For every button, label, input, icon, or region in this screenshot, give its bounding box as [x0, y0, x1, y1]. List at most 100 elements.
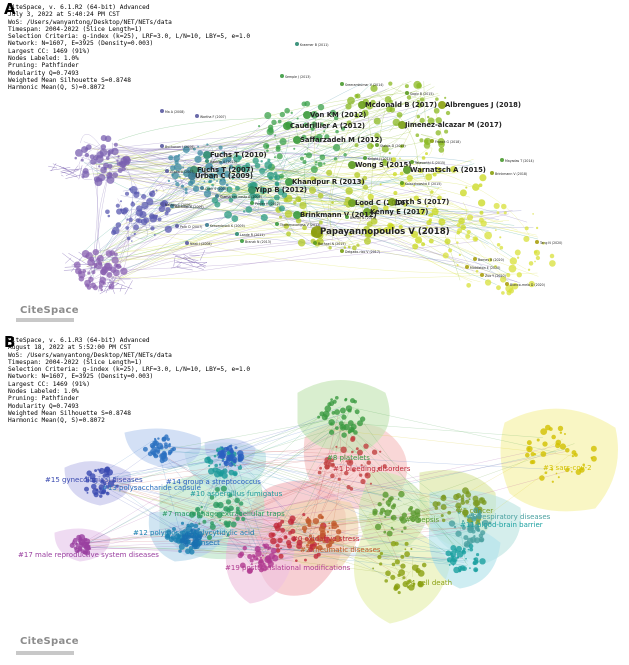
reference-node [333, 115, 339, 121]
key-reference-node[interactable] [348, 161, 356, 169]
key-reference-node[interactable] [185, 241, 189, 245]
key-reference-node[interactable] [205, 159, 209, 163]
reference-node [382, 464, 387, 469]
key-reference-node[interactable] [200, 186, 204, 190]
reference-label: Knight J (2014) [368, 157, 392, 161]
key-reference-node[interactable] [160, 144, 164, 148]
reference-label: Franck G (2018) [435, 140, 461, 144]
key-reference-node[interactable] [398, 121, 406, 129]
panel-a-network-graph: Papayannopoulos V (2018) Fuchs T (2007) Fu… [48, 42, 562, 296]
reference-node [478, 217, 484, 223]
citation-edge [224, 454, 385, 507]
key-reference-node[interactable] [170, 204, 174, 208]
reference-node [392, 172, 398, 177]
key-reference-node[interactable] [248, 186, 256, 194]
citation-edge [115, 168, 391, 227]
key-reference-node[interactable] [160, 109, 164, 113]
reference-node [335, 529, 342, 535]
citation-edge [477, 452, 573, 523]
reference-node [117, 167, 123, 173]
reference-node [403, 526, 407, 530]
reference-node [261, 554, 264, 557]
reference-node [366, 460, 372, 465]
key-reference-node[interactable] [313, 241, 317, 245]
citation-edge [220, 522, 254, 562]
key-reference-node[interactable] [175, 224, 179, 228]
metadata-line: CiteSpace, v. 6.1.R2 (64-bit) Advanced [8, 4, 150, 11]
key-reference-node[interactable] [345, 215, 349, 219]
key-reference-node[interactable] [188, 172, 196, 180]
reference-node [348, 231, 353, 236]
citation-edge [230, 460, 470, 502]
reference-node [419, 138, 424, 143]
key-reference-node[interactable] [285, 178, 293, 186]
key-reference-node[interactable] [165, 169, 169, 173]
key-reference-node[interactable] [240, 239, 244, 243]
key-reference-node[interactable] [311, 226, 323, 238]
reference-node [494, 264, 497, 268]
key-reference-node[interactable] [348, 199, 356, 207]
reference-node [87, 271, 91, 275]
reference-node [331, 411, 336, 415]
reference-node [226, 459, 229, 462]
metadata-line: Weighted Mean Silhouette S=0.8748 [8, 409, 131, 417]
key-reference-node[interactable] [215, 194, 219, 198]
citation-edge [115, 200, 244, 274]
reference-node [391, 157, 397, 163]
key-reference-node[interactable] [275, 222, 279, 226]
key-reference-node[interactable] [205, 223, 209, 227]
key-reference-node[interactable] [303, 111, 311, 119]
key-reference-node[interactable] [363, 156, 367, 160]
key-reference-node[interactable] [280, 74, 284, 78]
key-reference-node[interactable] [410, 160, 414, 164]
metadata-line: Timespan: 2004-2022 (Slice Length=1) [8, 25, 143, 33]
key-reference-node[interactable] [295, 42, 299, 46]
reference-node [137, 218, 143, 224]
key-reference-node[interactable] [375, 143, 379, 147]
reference-node [367, 143, 374, 150]
citation-edge [260, 517, 453, 555]
key-reference-node[interactable] [250, 201, 254, 205]
key-reference-node[interactable] [535, 240, 539, 244]
key-reference-node[interactable] [340, 82, 344, 86]
key-reference-node[interactable] [465, 265, 469, 269]
key-reference-node[interactable] [473, 257, 477, 261]
reference-label: Mcdonald B (2017) [365, 101, 437, 109]
reference-node [217, 186, 224, 193]
reference-node [516, 256, 520, 259]
reference-node [381, 145, 389, 153]
key-reference-node[interactable] [358, 101, 366, 109]
key-reference-node[interactable] [500, 158, 504, 162]
key-reference-node[interactable] [403, 166, 411, 174]
key-reference-node[interactable] [203, 151, 211, 159]
reference-node [445, 550, 452, 557]
key-reference-node[interactable] [505, 282, 509, 286]
key-reference-node[interactable] [235, 232, 239, 236]
key-reference-node[interactable] [438, 101, 446, 109]
key-reference-node[interactable] [293, 136, 301, 144]
key-reference-node[interactable] [363, 208, 371, 216]
key-reference-node[interactable] [400, 181, 404, 185]
citation-edge [423, 81, 427, 129]
citation-edge [338, 448, 358, 466]
reference-node [188, 546, 194, 551]
reference-node [140, 218, 148, 226]
key-reference-node[interactable] [490, 171, 494, 175]
reference-node [309, 537, 314, 543]
reference-node [376, 227, 382, 234]
key-reference-node[interactable] [283, 122, 291, 130]
key-reference-node[interactable] [480, 273, 484, 277]
key-reference-node[interactable] [160, 202, 164, 206]
key-reference-node[interactable] [340, 249, 344, 253]
key-reference-node[interactable] [195, 114, 199, 118]
metadata-line: Selection Criteria: g-index (k=25), LRF=… [8, 33, 251, 41]
reference-node [456, 241, 459, 244]
reference-node [436, 501, 441, 506]
key-reference-node[interactable] [388, 198, 396, 206]
reference-node [292, 538, 296, 542]
key-reference-node[interactable] [430, 139, 434, 143]
key-reference-node[interactable] [405, 91, 409, 95]
reference-node [280, 527, 286, 533]
key-reference-node[interactable] [293, 211, 301, 219]
reference-node [273, 194, 280, 201]
